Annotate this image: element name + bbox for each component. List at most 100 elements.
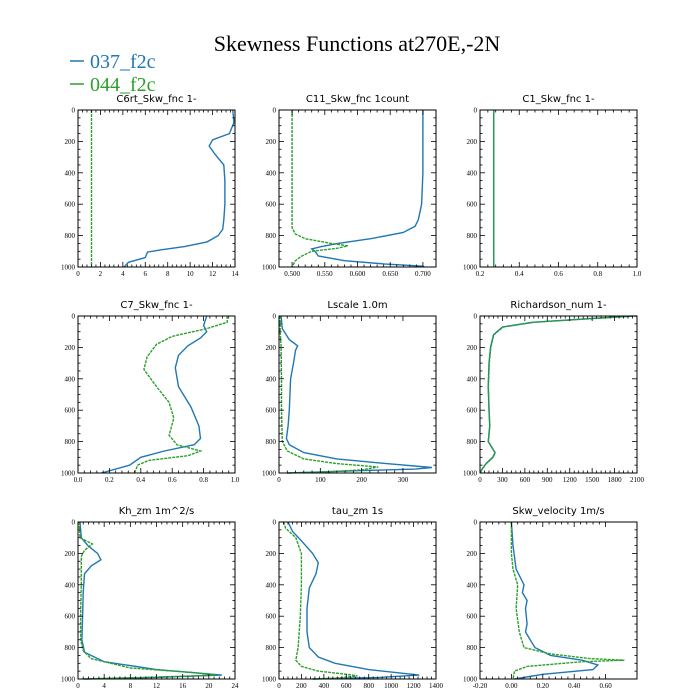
y-tick-label: 200 — [266, 344, 277, 352]
x-tick-label: 1500 — [585, 476, 600, 484]
x-tick-label: 8 — [166, 270, 170, 278]
x-tick-label: 400 — [319, 682, 330, 690]
panel-title: C1_Skw_fnc 1- — [522, 94, 595, 105]
x-tick-label: 0.2 — [476, 270, 485, 278]
y-tick-label: 800 — [467, 644, 478, 652]
chart-panel-4: C7_Skw_fnc 1- 0.0 0.2 0.4 0.6 0.8 1.0 0 200 400 60… — [61, 300, 240, 484]
x-tick-label: 1.0 — [633, 270, 642, 278]
panel-title: Kh_zm 1m^2/s — [119, 506, 195, 517]
y-tick-label: 400 — [65, 169, 76, 177]
series-line-037_f2c — [123, 109, 235, 268]
panel-title: Lscale 1.0m — [327, 300, 387, 311]
plot-frame — [278, 109, 437, 268]
y-tick-label: 200 — [467, 344, 478, 352]
y-tick-label: 1000 — [61, 264, 76, 272]
plot-frame — [77, 109, 236, 268]
x-tick-label: 0.0 — [74, 476, 83, 484]
plot-frame — [77, 521, 236, 680]
series-line-037_f2c — [510, 521, 600, 680]
y-tick-label: 200 — [467, 550, 478, 558]
y-tick-label: 600 — [467, 201, 478, 209]
chart-panel-6: Richardson_num 1- 0 300 600 900 1200 1500 1800 2… — [463, 300, 645, 484]
y-tick-label: 800 — [65, 232, 76, 240]
plot-frame — [278, 315, 437, 474]
x-tick-label: 1000 — [384, 682, 399, 690]
y-tick-label: 400 — [266, 169, 277, 177]
x-tick-label: 6 — [144, 270, 148, 278]
series-line-037_f2c — [479, 315, 634, 474]
y-tick-label: 800 — [467, 438, 478, 446]
series-line-044_f2c — [291, 110, 348, 268]
y-tick-label: 0 — [72, 107, 76, 115]
x-tick-label: 900 — [542, 476, 553, 484]
x-tick-label: 12 — [209, 270, 217, 278]
x-tick-label: 0.6 — [554, 270, 563, 278]
panel-title: C6rt_Skw_fnc 1- — [116, 94, 197, 105]
y-tick-label: 800 — [266, 232, 277, 240]
chart-panel-8: tau_zm 1s 0 200 400 600 800 1000 1200 1400 0 200 40… — [262, 506, 444, 690]
plot-frame — [77, 315, 236, 474]
x-tick-label: 0 — [76, 270, 80, 278]
y-tick-label: 0 — [273, 313, 277, 321]
x-tick-label: -0.20 — [473, 682, 488, 690]
x-tick-label: 600 — [341, 682, 352, 690]
x-tick-label: 12 — [153, 682, 161, 690]
y-tick-label: 200 — [65, 550, 76, 558]
y-tick-label: 0 — [273, 519, 277, 527]
y-tick-label: 200 — [266, 138, 277, 146]
y-tick-label: 200 — [266, 550, 277, 558]
x-tick-label: 0.20 — [537, 682, 550, 690]
chart-panel-2: C11_Skw_fnc 1count 0.500 0.550 0.600 0.650 0.… — [262, 94, 437, 278]
y-tick-label: 800 — [467, 232, 478, 240]
y-tick-label: 600 — [467, 613, 478, 621]
series-line-044_f2c — [78, 521, 216, 680]
chart-panel-5: Lscale 1.0m 0 100 200 300 0 200 400 600 800 1000 — [262, 300, 437, 484]
x-tick-label: 600 — [520, 476, 531, 484]
y-tick-label: 200 — [65, 344, 76, 352]
y-tick-label: 200 — [467, 138, 478, 146]
y-tick-label: 1000 — [262, 470, 277, 478]
x-tick-label: 24 — [232, 682, 240, 690]
y-tick-label: 1000 — [463, 264, 478, 272]
y-tick-label: 0 — [474, 313, 478, 321]
y-tick-label: 600 — [266, 613, 277, 621]
x-tick-label: 0 — [76, 682, 80, 690]
x-tick-label: 0.60 — [599, 682, 612, 690]
y-tick-label: 400 — [266, 375, 277, 383]
y-tick-label: 400 — [467, 375, 478, 383]
y-tick-label: 400 — [467, 169, 478, 177]
y-tick-label: 600 — [65, 201, 76, 209]
x-tick-label: 2100 — [630, 476, 645, 484]
x-tick-label: 0.8 — [199, 476, 208, 484]
y-tick-label: 1000 — [61, 470, 76, 478]
chart-panel-7: Kh_zm 1m^2/s 0 4 8 12 16 20 24 0 200 400 600 800 1000 — [61, 506, 239, 690]
x-tick-label: 100 — [315, 476, 326, 484]
plot-frame — [479, 315, 638, 474]
y-tick-label: 400 — [266, 581, 277, 589]
chart-panel-1: C6rt_Skw_fnc 1- 0 2 4 6 8 10 12 14 0 200 400 600 800 1… — [61, 94, 239, 278]
y-tick-label: 0 — [72, 519, 76, 527]
x-tick-label: 0.600 — [350, 270, 366, 278]
x-tick-label: 0 — [277, 682, 281, 690]
x-tick-label: 20 — [205, 682, 213, 690]
y-tick-label: 600 — [266, 201, 277, 209]
series-line-044_f2c — [279, 316, 379, 474]
y-tick-label: 600 — [266, 407, 277, 415]
legend-label-044: 044_f2c — [90, 74, 156, 96]
panel-title: tau_zm 1s — [332, 506, 383, 517]
plot-frame — [479, 109, 638, 268]
y-tick-label: 0 — [273, 107, 277, 115]
x-tick-label: 0.4 — [515, 270, 524, 278]
x-tick-label: 2 — [99, 270, 103, 278]
series-line-037_f2c — [79, 521, 222, 680]
x-tick-label: 1.0 — [231, 476, 240, 484]
y-tick-label: 400 — [467, 581, 478, 589]
x-tick-label: 1800 — [608, 476, 623, 484]
legend: 037_f2c 044_f2c — [70, 51, 156, 96]
series-line-037_f2c — [287, 521, 420, 680]
figure-title: Skewness Functions at270E,-2N — [214, 31, 501, 56]
y-tick-label: 0 — [474, 107, 478, 115]
series-line-044_f2c — [510, 522, 625, 680]
panel-title: Richardson_num 1- — [510, 300, 607, 311]
